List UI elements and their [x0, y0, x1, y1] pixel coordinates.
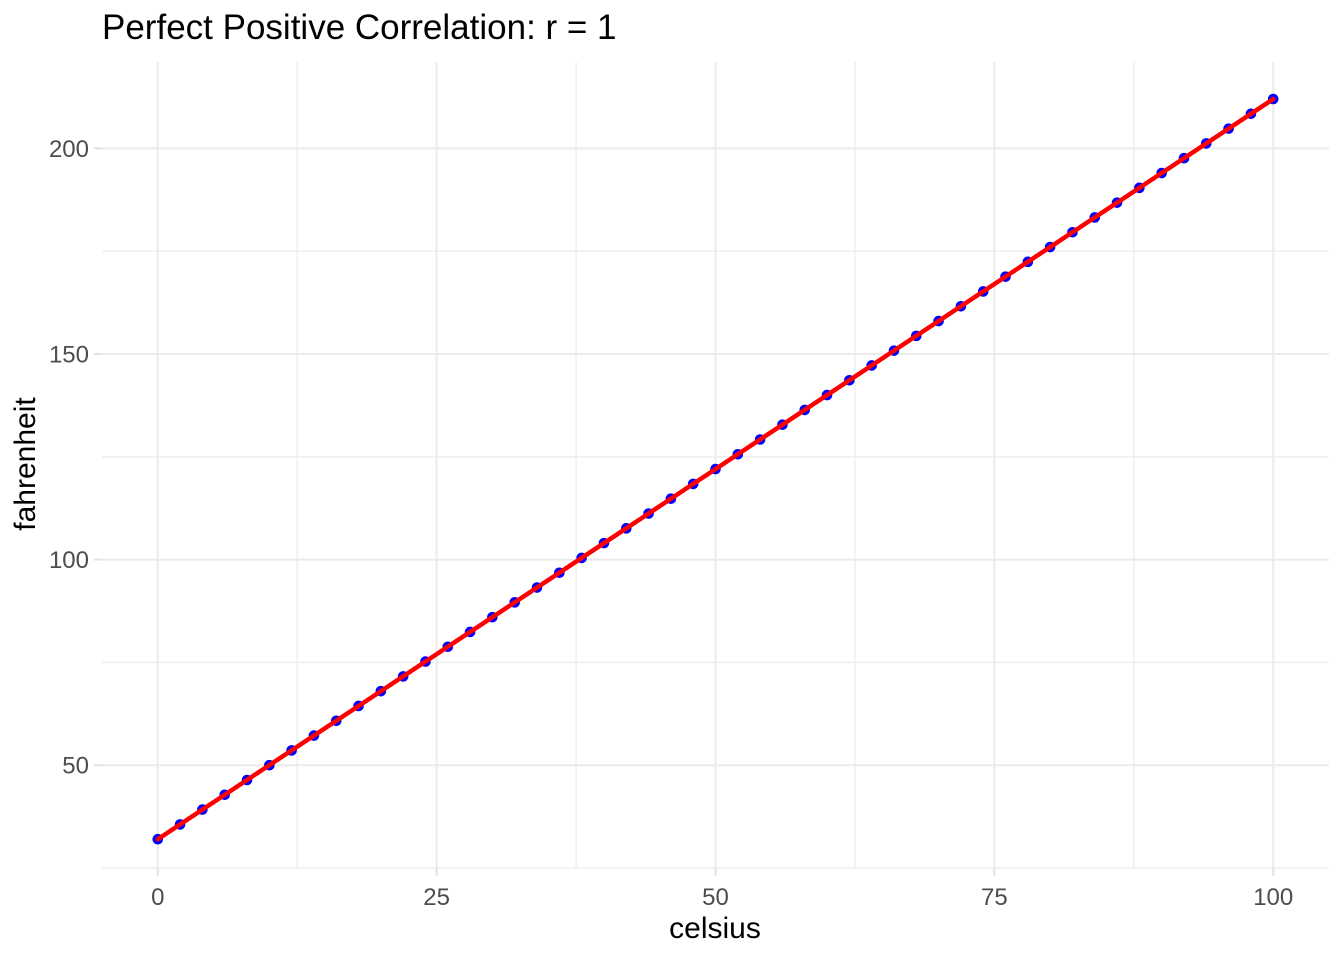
y-axis-title: fahrenheit — [9, 397, 42, 531]
major-gridlines — [102, 62, 1329, 868]
y-tick-label: 100 — [49, 547, 89, 574]
trend-line — [155, 96, 1276, 842]
x-tick-label: 75 — [981, 884, 1008, 911]
axis-tick-labels: 0 25 50 75 100 50 100 150 200 — [49, 136, 1293, 911]
x-tick-label: 0 — [151, 884, 164, 911]
y-tick-label: 50 — [62, 753, 89, 780]
x-tick-label: 50 — [702, 884, 729, 911]
chart-title: Perfect Positive Correlation: r = 1 — [102, 8, 617, 47]
x-tick-label: 100 — [1253, 884, 1293, 911]
y-tick-label: 200 — [49, 136, 89, 163]
axis-ticks — [94, 147, 1275, 876]
y-tick-label: 150 — [49, 341, 89, 368]
x-axis-title: celsius — [669, 912, 761, 945]
x-tick-label: 25 — [423, 884, 450, 911]
